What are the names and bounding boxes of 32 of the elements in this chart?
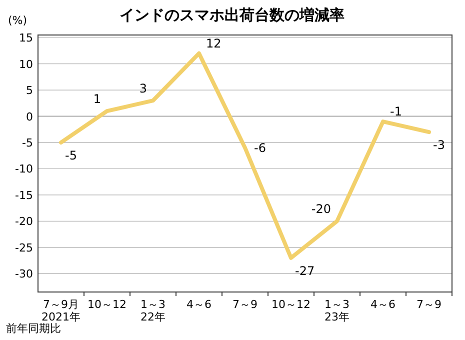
y-tick-label: -5 bbox=[22, 136, 33, 150]
data-label: 12 bbox=[206, 36, 222, 50]
line-series bbox=[59, 51, 431, 260]
y-tick-label: 15 bbox=[19, 32, 33, 45]
data-label: 1 bbox=[93, 92, 101, 106]
y-tick-label: -10 bbox=[15, 162, 33, 176]
x-tick-label: 7～9月 2021年 bbox=[42, 298, 80, 324]
chart-title: インドのスマホ出荷台数の増減率 bbox=[120, 6, 344, 24]
data-label: -20 bbox=[311, 202, 331, 216]
data-label: -27 bbox=[295, 264, 315, 278]
data-label: -1 bbox=[390, 104, 402, 119]
y-tick-label: 0 bbox=[26, 110, 33, 124]
x-tick-label: 4～6 bbox=[186, 298, 212, 311]
data-label: 3 bbox=[139, 82, 147, 96]
x-tick-label: 10～12 bbox=[272, 298, 310, 311]
y-tick-label: 10 bbox=[19, 58, 33, 71]
x-tick-label: 7～9 bbox=[416, 298, 442, 311]
y-tick-label: -30 bbox=[15, 268, 33, 281]
y-tick-label: -15 bbox=[15, 188, 33, 202]
x-tick-label: 7～9 bbox=[232, 298, 258, 311]
data-label: -3 bbox=[433, 138, 445, 152]
x-tick-label: 1～3 23年 bbox=[324, 298, 350, 324]
x-tick-label: 10～12 bbox=[88, 298, 126, 311]
data-label: -6 bbox=[254, 140, 266, 155]
x-tick-label: 1～3 22年 bbox=[140, 298, 166, 324]
text: 前年同期比 bbox=[6, 322, 61, 335]
y-axis-title: (%) bbox=[8, 14, 28, 27]
x-tick-label: 4～6 bbox=[370, 298, 396, 311]
y-tick-label: -25 bbox=[15, 241, 33, 254]
y-tick-label: -20 bbox=[15, 215, 33, 228]
data-label: -5 bbox=[65, 148, 77, 163]
y-tick-label: 5 bbox=[26, 84, 33, 98]
